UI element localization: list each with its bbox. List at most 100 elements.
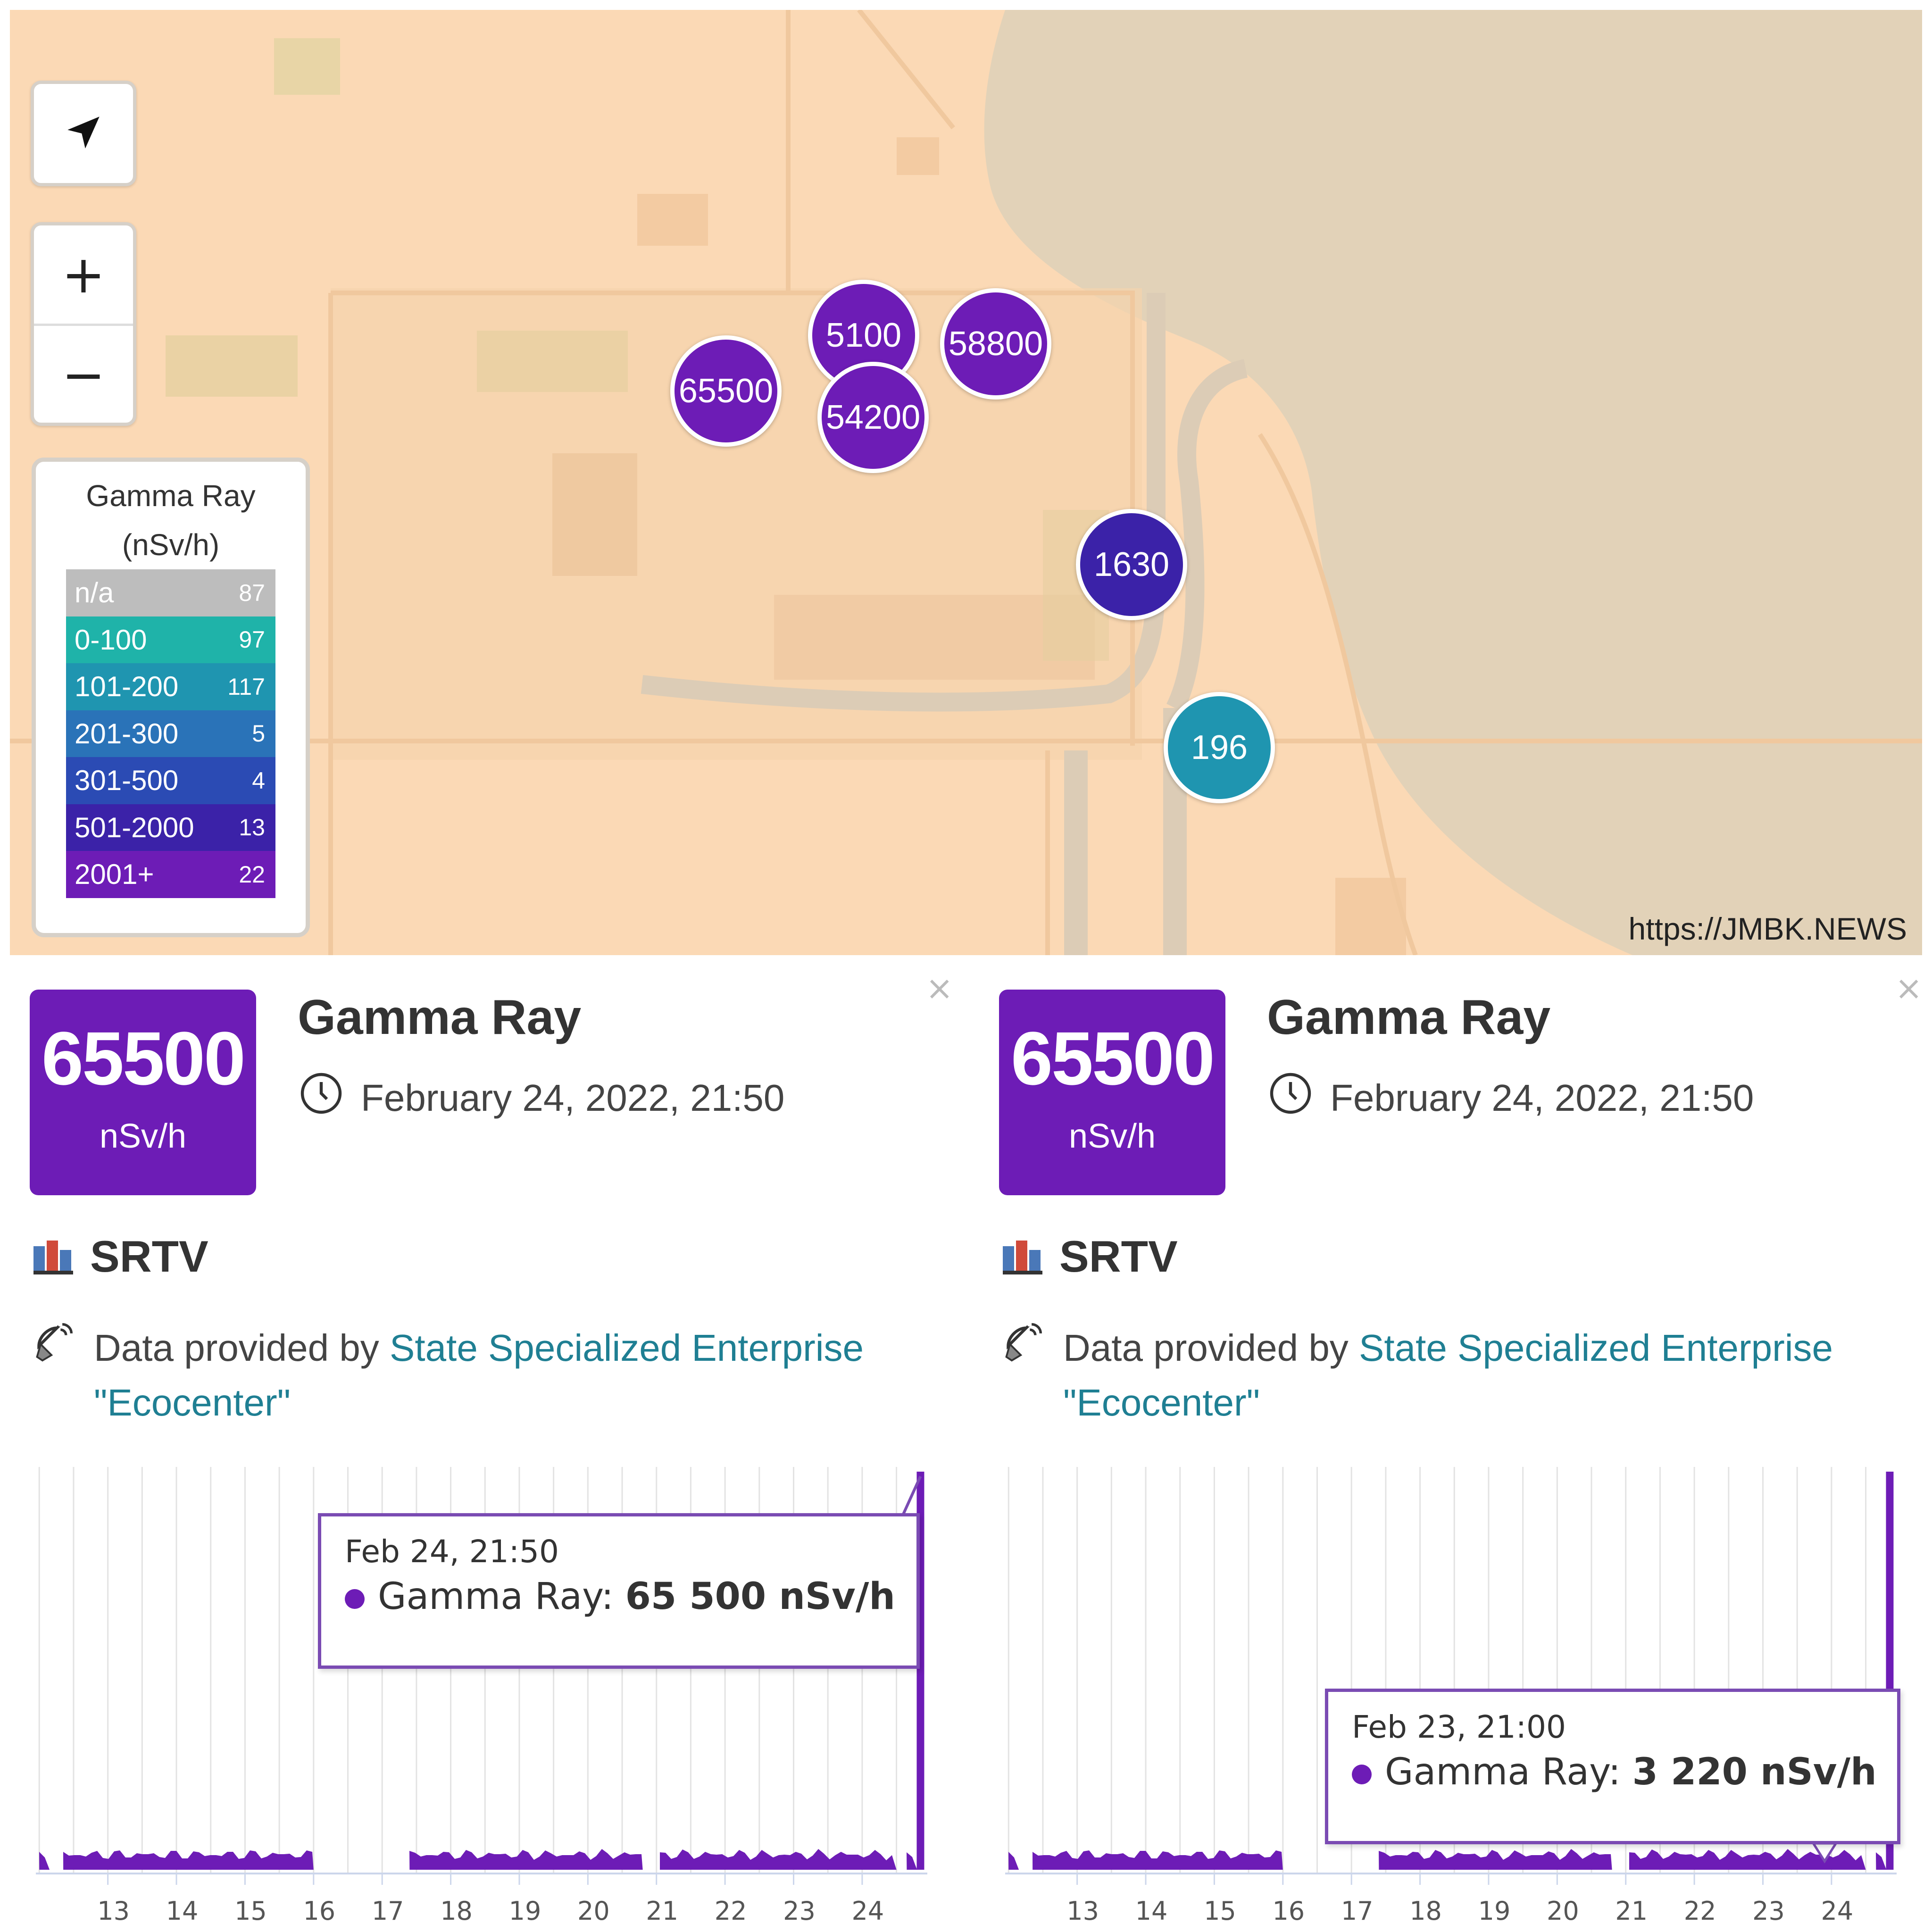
station-name: SRTV (1059, 1232, 1178, 1281)
reading-badge: 65500 nSv/h (30, 990, 256, 1195)
close-button[interactable]: × (925, 969, 953, 1008)
tooltip-value: 3 220 nSv/h (1632, 1751, 1877, 1793)
popup-timestamp: February 24, 2022, 21:50 (299, 1071, 784, 1125)
timestamp-text: February 24, 2022, 21:50 (1330, 1076, 1754, 1119)
satellite-dish-icon (32, 1321, 75, 1430)
x-tick-label: 22 (715, 1896, 747, 1924)
legend: Gamma Ray (nSv/h) n/a 87 0-100 97 101-200 117… (32, 458, 310, 937)
popup-timestamp: February 24, 2022, 21:50 (1268, 1071, 1754, 1125)
legend-row: n/a 87 (66, 569, 275, 616)
legend-row: 201-300 5 (66, 710, 275, 757)
map-view[interactable]: + − Gamma Ray (nSv/h) n/a 87 0-100 97 101-20… (10, 10, 1922, 955)
provider-row: Data provided by State Specialized Enter… (1001, 1321, 1897, 1430)
legend-count: 5 (252, 720, 265, 747)
x-tick-label: 13 (1066, 1896, 1099, 1924)
legend-range: 201-300 (75, 717, 179, 749)
data-area-segment (63, 1850, 314, 1870)
x-tick-label: 14 (1135, 1896, 1168, 1924)
x-tick-label: 23 (783, 1896, 816, 1924)
legend-rows: n/a 87 0-100 97 101-200 117 201-300 5 301-500 4 50… (66, 569, 275, 898)
data-area-segment (409, 1849, 643, 1870)
locate-button[interactable] (31, 81, 136, 186)
reading-value: 65500 (1011, 1016, 1215, 1100)
provider-prefix: Data provided by (94, 1327, 390, 1369)
x-tick-label: 21 (646, 1896, 678, 1924)
x-tick-label: 16 (1272, 1896, 1305, 1924)
data-area-segment (1033, 1850, 1283, 1870)
x-tick-label: 19 (509, 1896, 541, 1924)
reading-badge: 65500 nSv/h (999, 990, 1225, 1195)
station-building-icon (1001, 1237, 1044, 1276)
data-area-segment (39, 1852, 50, 1870)
x-tick-label: 15 (234, 1896, 267, 1924)
x-tick-label: 24 (852, 1896, 884, 1924)
popup-title: Gamma Ray (1267, 990, 1551, 1045)
series-dot-icon (1352, 1764, 1372, 1784)
chart-tooltip: Feb 24, 21:50 Gamma Ray: 65 500 nSv/h (318, 1513, 920, 1669)
legend-range: n/a (75, 577, 114, 609)
satellite-dish-icon (1001, 1321, 1044, 1430)
x-tick-label: 20 (577, 1896, 610, 1924)
legend-count: 87 (239, 579, 265, 606)
x-tick-label: 15 (1204, 1896, 1236, 1924)
tooltip-date: Feb 24, 21:50 (345, 1533, 559, 1570)
x-tick-label: 18 (1409, 1896, 1442, 1924)
station-popup-right: 65500 nSv/h × Gamma Ray February 24, 202… (979, 967, 1927, 1924)
station-popup-left: 65500 nSv/h × Gamma Ray February 24, 202… (10, 967, 958, 1924)
map-marker-58800[interactable]: 58800 (940, 288, 1051, 400)
map-marker-65500[interactable]: 65500 (670, 335, 782, 447)
legend-row: 301-500 4 (66, 757, 275, 804)
legend-count: 22 (239, 861, 265, 888)
x-tick-label: 24 (1821, 1896, 1854, 1924)
tooltip-value: 65 500 nSv/h (625, 1575, 895, 1618)
legend-count: 13 (239, 814, 265, 841)
reading-unit: nSv/h (1068, 1117, 1156, 1155)
station-row: SRTV (1001, 1231, 1178, 1282)
x-tick-label: 18 (440, 1896, 473, 1924)
x-tick-label: 19 (1478, 1896, 1511, 1924)
x-tick-label: 14 (166, 1896, 199, 1924)
legend-row: 0-100 97 (66, 616, 275, 663)
legend-row: 2001+ 22 (66, 851, 275, 898)
reading-value: 65500 (42, 1016, 246, 1100)
data-area-segment (1876, 1852, 1887, 1870)
map-marker-54200[interactable]: 54200 (817, 362, 929, 473)
chart-tooltip: Feb 23, 21:00 Gamma Ray: 3 220 nSv/h (1325, 1689, 1900, 1844)
close-button[interactable]: × (1895, 969, 1923, 1008)
legend-count: 4 (252, 767, 265, 794)
navigation-arrow-icon (62, 111, 105, 156)
tooltip-series: Gamma Ray (378, 1575, 601, 1618)
station-name: SRTV (90, 1232, 208, 1281)
tooltip-series: Gamma Ray (1385, 1751, 1608, 1793)
legend-row: 101-200 117 (66, 663, 275, 710)
provider-link[interactable]: State Specialized Enterprise "Ecocenter" (94, 1327, 864, 1424)
chart-canvas: 13 14 15 16 17 18 19 20 21 22 23 24 (36, 1467, 927, 1924)
map-marker-196[interactable]: 196 (1164, 692, 1275, 803)
clock-icon (1268, 1071, 1330, 1125)
data-area-segment (1629, 1849, 1866, 1870)
data-area-segment (1008, 1852, 1019, 1870)
reading-unit: nSv/h (99, 1117, 187, 1155)
data-area-segment (660, 1849, 897, 1870)
series-dot-icon (345, 1589, 365, 1609)
provider-link[interactable]: State Specialized Enterprise "Ecocenter" (1063, 1327, 1833, 1424)
legend-count: 97 (239, 626, 265, 653)
x-tick-label: 17 (372, 1896, 404, 1924)
gamma-ray-history-chart[interactable]: 13 14 15 16 17 18 19 20 21 22 23 24 Feb 24, 21:50 G… (31, 1457, 941, 1924)
provider-row: Data provided by State Specialized Enter… (32, 1321, 928, 1430)
zoom-control: + − (31, 222, 136, 426)
legend-range: 0-100 (75, 624, 147, 656)
x-tick-label: 21 (1615, 1896, 1648, 1924)
x-tick-label: 13 (97, 1896, 130, 1924)
zoom-out-button[interactable]: − (61, 345, 106, 405)
gamma-ray-history-chart[interactable]: 13 14 15 16 17 18 19 20 21 22 23 24 Feb 23, 21:00 G… (1000, 1457, 1911, 1924)
legend-range: 301-500 (75, 765, 179, 797)
map-marker-1630[interactable]: 1630 (1076, 509, 1187, 620)
tooltip-date: Feb 23, 21:00 (1352, 1709, 1566, 1745)
legend-unit: (nSv/h) (122, 528, 220, 562)
clock-icon (299, 1071, 361, 1125)
x-tick-label: 16 (303, 1896, 335, 1924)
zoom-in-button[interactable]: + (34, 225, 133, 326)
watermark: https://JMBK.NEWS (1628, 911, 1907, 946)
legend-row: 501-2000 13 (66, 804, 275, 851)
